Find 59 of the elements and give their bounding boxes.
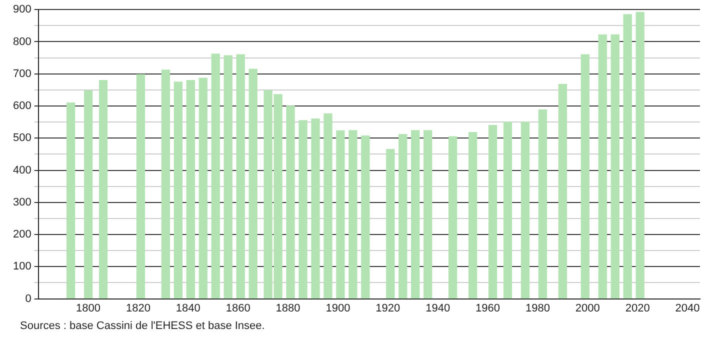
bar [66,102,76,299]
x-tick-label: 2040 [675,302,700,314]
x-tick-label: 1880 [276,302,300,314]
bar [236,54,245,299]
bar [161,70,170,299]
source-note: Sources : base Cassini de l'EHESS et base Insee. [20,320,265,332]
bar [448,136,458,299]
x-tick-label: 2020 [625,302,650,314]
x-tick-label: 1860 [226,302,250,314]
y-tick-label: 300 [12,196,32,208]
bar [488,124,498,299]
bar [174,82,183,299]
y-tick-label: 100 [12,260,32,273]
bar [520,122,530,299]
y-tick-label: 400 [12,164,32,176]
bar [580,54,590,299]
bar [538,110,548,299]
bar [324,113,332,299]
x-tick-label: 1800 [76,302,101,314]
bar [424,130,432,299]
y-tick-label: 0 [25,292,32,305]
bar [224,55,232,299]
bar [411,130,420,299]
bar [610,34,620,299]
bar [623,14,632,299]
bar [198,78,208,299]
x-tick-label: 1980 [525,302,550,314]
y-tick-label: 500 [12,132,32,144]
bar [298,120,308,299]
bar [186,80,195,299]
bar [386,149,395,299]
x-tick-label: 2000 [575,302,600,314]
bar [336,130,345,299]
bar [361,136,370,299]
bar [636,12,644,299]
bar [98,80,108,299]
bar [211,54,220,299]
y-tick-label: 900 [12,4,32,16]
y-tick-label: 700 [12,68,32,80]
bar [311,118,320,299]
x-tick-label: 1820 [126,302,150,314]
y-tick-label: 600 [12,100,32,112]
bar [598,34,607,299]
y-tick-label: 200 [12,228,32,241]
bar [468,132,478,299]
bar [248,68,258,299]
bar [348,130,358,299]
bar [558,84,568,299]
x-tick-label: 1920 [376,302,400,314]
x-tick-label: 1900 [326,302,350,314]
bar [136,74,146,299]
bar [398,134,408,299]
x-tick-label: 1940 [426,302,450,314]
x-tick-label: 1960 [476,302,500,314]
bar [84,90,93,299]
bar [503,122,512,299]
y-tick-label: 800 [12,36,32,48]
bar [286,106,295,299]
x-tick-label: 1840 [176,302,200,314]
